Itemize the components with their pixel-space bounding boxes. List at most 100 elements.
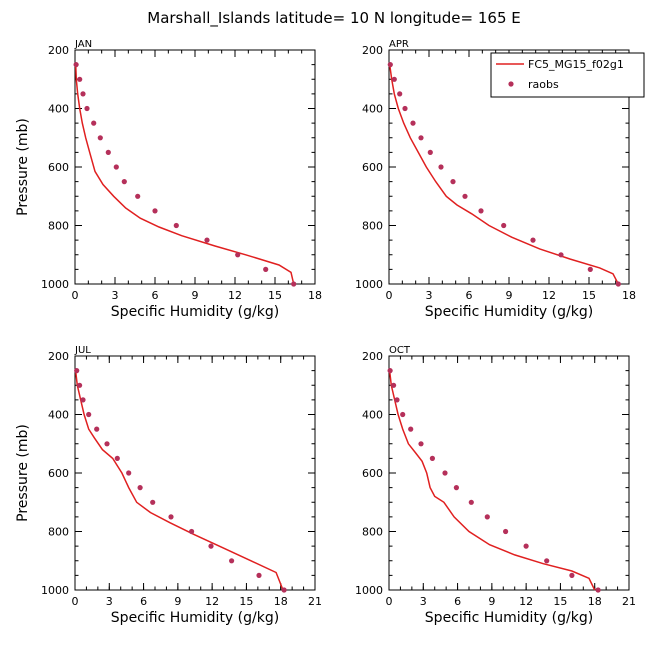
data-point-raobs — [450, 179, 456, 185]
data-point-raobs — [462, 193, 468, 199]
data-point-raobs — [400, 411, 406, 418]
x-tick-label: 6 — [466, 289, 473, 302]
series-line-model — [388, 64, 619, 285]
data-point-raobs — [530, 237, 536, 243]
data-point-raobs — [410, 120, 416, 126]
data-point-raobs — [97, 135, 103, 141]
y-tick-label: 1000 — [355, 584, 383, 597]
y-tick-label: 800 — [362, 220, 383, 233]
data-point-raobs — [501, 222, 507, 229]
legend-label-raobs: raobs — [528, 78, 559, 91]
data-point-raobs — [402, 105, 408, 112]
data-point-raobs — [126, 470, 132, 476]
x-tick-label: 12 — [542, 289, 556, 302]
data-point-raobs — [114, 455, 120, 461]
x-tick-label: 3 — [112, 289, 119, 302]
series-line-model — [74, 370, 284, 591]
x-tick-label: 18 — [622, 289, 636, 302]
data-point-raobs — [429, 455, 435, 461]
data-point-raobs — [173, 222, 179, 229]
y-tick-label: 800 — [362, 526, 383, 539]
data-point-raobs — [595, 587, 601, 593]
data-point-raobs — [80, 397, 86, 403]
data-point-raobs — [204, 237, 210, 243]
panel-jul: 0 3 6 9 12 15 18 21 200 400 600 800 1000 JUL Specific … — [15, 345, 322, 626]
series-line-model — [388, 370, 596, 591]
data-point-raobs — [418, 135, 424, 141]
data-point-raobs — [73, 62, 79, 68]
x-tick-label: 12 — [228, 289, 242, 302]
data-point-raobs — [291, 281, 297, 287]
panel-jan: 0 3 6 9 12 15 18 200 400 600 800 1000 JAN Specific Hu… — [15, 39, 322, 320]
y-tick-label: 200 — [362, 350, 383, 363]
x-tick-label: 0 — [72, 595, 79, 608]
x-axis-label: Specific Humidity (g/kg) — [425, 610, 593, 626]
x-tick-label: 0 — [386, 289, 393, 302]
x-tick-label: 9 — [488, 595, 495, 608]
data-point-raobs — [263, 266, 269, 272]
x-tick-label: 9 — [506, 289, 513, 302]
legend-marker-swatch — [508, 81, 514, 87]
data-point-raobs — [397, 91, 403, 97]
y-tick-label: 1000 — [41, 278, 69, 291]
legend-box — [490, 52, 645, 98]
legend-label-model: FC5_MG15_f02g1 — [528, 58, 624, 71]
x-axis-label: Specific Humidity (g/kg) — [425, 304, 593, 320]
data-point-raobs — [235, 252, 241, 258]
data-point-raobs — [77, 382, 83, 388]
y-axis-label: Pressure (mb) — [15, 424, 31, 522]
x-tick-label: 3 — [106, 595, 113, 608]
data-point-raobs — [137, 485, 143, 491]
data-point-raobs — [104, 441, 110, 447]
x-tick-label: 3 — [426, 289, 433, 302]
x-axis-label: Specific Humidity (g/kg) — [111, 304, 279, 320]
data-point-raobs — [558, 252, 564, 258]
panel-oct: 0 3 6 9 12 15 18 21 200 400 600 800 1000 OCT Specific … — [355, 345, 636, 626]
data-point-raobs — [168, 514, 174, 520]
data-point-raobs — [587, 266, 593, 272]
data-point-raobs — [84, 105, 90, 112]
series-line-model — [74, 64, 295, 285]
data-point-raobs — [86, 411, 92, 418]
data-point-raobs — [135, 193, 141, 199]
axes-frame — [388, 355, 630, 591]
data-point-raobs — [544, 558, 550, 564]
data-point-raobs — [394, 397, 400, 403]
data-point-raobs — [523, 543, 529, 549]
x-axis-label: Specific Humidity (g/kg) — [111, 610, 279, 626]
data-point-raobs — [77, 76, 83, 82]
x-tick-label: 12 — [205, 595, 219, 608]
data-point-raobs — [391, 382, 397, 388]
data-point-raobs — [503, 528, 509, 535]
x-tick-label: 6 — [454, 595, 461, 608]
data-point-raobs — [80, 91, 86, 97]
data-point-raobs — [387, 368, 393, 374]
data-point-raobs — [256, 572, 262, 579]
x-tick-label: 12 — [519, 595, 533, 608]
data-point-raobs — [391, 76, 397, 82]
x-tick-label: 15 — [553, 595, 567, 608]
x-tick-label: 9 — [174, 595, 181, 608]
x-tick-label: 18 — [308, 289, 322, 302]
data-point-raobs — [208, 543, 214, 549]
data-point-raobs — [281, 587, 287, 593]
data-point-raobs — [408, 426, 414, 432]
data-point-raobs — [121, 179, 127, 185]
x-tick-label: 21 — [308, 595, 322, 608]
y-tick-label: 400 — [362, 409, 383, 422]
y-tick-label: 200 — [48, 44, 69, 57]
x-tick-label: 9 — [192, 289, 199, 302]
y-tick-label: 800 — [48, 526, 69, 539]
x-tick-label: 0 — [386, 595, 393, 608]
y-tick-label: 200 — [362, 44, 383, 57]
x-tick-label: 0 — [72, 289, 79, 302]
x-tick-label: 15 — [582, 289, 596, 302]
data-point-raobs — [94, 426, 100, 432]
data-point-raobs — [74, 368, 80, 374]
y-tick-label: 600 — [48, 161, 69, 174]
data-point-raobs — [484, 514, 490, 520]
y-tick-label: 600 — [362, 161, 383, 174]
x-tick-label: 3 — [420, 595, 427, 608]
axes-frame — [74, 49, 316, 285]
